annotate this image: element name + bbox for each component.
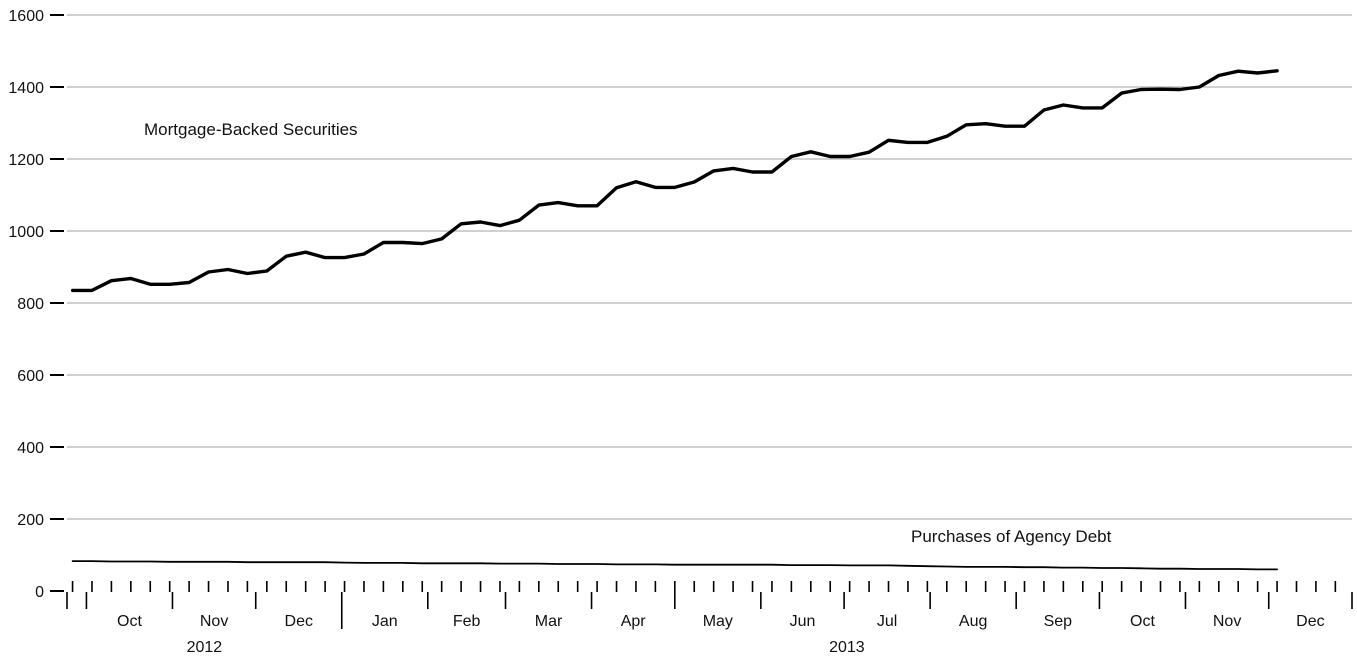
- x-year-label: 2013: [829, 639, 865, 656]
- series-label-agency-debt: Purchases of Agency Debt: [911, 527, 1112, 546]
- x-month-label: Nov: [1213, 613, 1241, 630]
- x-month-label: Oct: [1130, 613, 1155, 630]
- y-tick-label-0: 0: [35, 584, 44, 601]
- x-month-label: Apr: [621, 613, 647, 630]
- x-month-label: Dec: [285, 613, 313, 630]
- y-tick-label-1000: 1000: [8, 224, 44, 241]
- x-month-label: Mar: [535, 613, 563, 630]
- x-month-label: May: [703, 613, 733, 630]
- series-label-mbs: Mortgage-Backed Securities: [144, 120, 358, 139]
- series-line-agency-debt: [71, 560, 1278, 571]
- x-year-label: 2012: [187, 639, 223, 656]
- x-month-label: Jun: [790, 613, 816, 630]
- series-lines: [70, 69, 1279, 571]
- x-month-label: Oct: [117, 613, 142, 630]
- y-tick-label-600: 600: [17, 368, 44, 385]
- y-tick-label-1400: 1400: [8, 80, 44, 97]
- x-month-label: Aug: [959, 613, 987, 630]
- y-tick-label-1200: 1200: [8, 152, 44, 169]
- series-line-mbs: [70, 69, 1279, 293]
- y-tick-label-800: 800: [17, 296, 44, 313]
- x-month-label: Jul: [877, 613, 897, 630]
- y-axis: 0 200 400 600 800 1000 1200 1400 1600: [8, 8, 64, 601]
- x-month-label: Nov: [200, 613, 228, 630]
- x-month-label: Sep: [1044, 613, 1073, 630]
- x-month-label: Feb: [453, 613, 481, 630]
- x-month-label: Jan: [372, 613, 398, 630]
- grid-lines: [67, 14, 1352, 520]
- y-tick-label-400: 400: [17, 440, 44, 457]
- y-tick-label-200: 200: [17, 512, 44, 529]
- y-tick-label-1600: 1600: [8, 8, 44, 25]
- x-axis: Oct Nov Dec Jan Feb Mar Apr May Jun Jul Aug Sep Oct N…: [66, 581, 1353, 656]
- x-month-label: Dec: [1296, 613, 1324, 630]
